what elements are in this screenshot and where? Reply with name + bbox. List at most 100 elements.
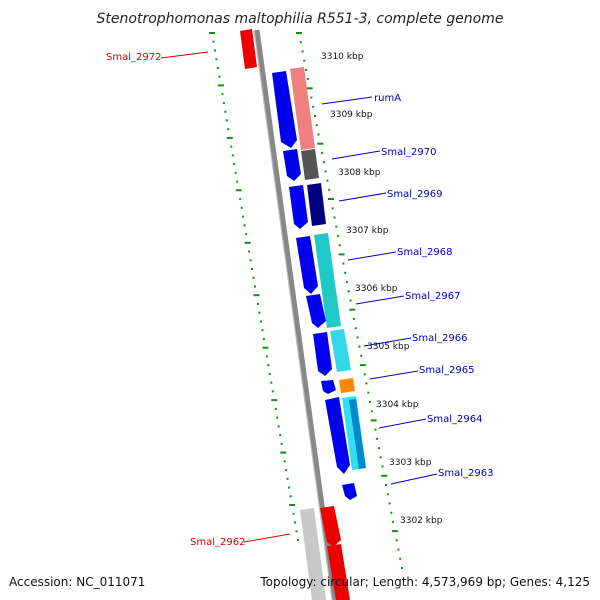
minor-tick-mark xyxy=(345,281,348,284)
minor-tick-mark xyxy=(305,68,308,71)
gene-label-smal-2964[interactable]: Smal_2964 xyxy=(427,414,482,425)
major-tick-mark xyxy=(359,364,366,367)
leader-smal-2964 xyxy=(378,418,427,429)
minor-tick-mark xyxy=(276,416,279,419)
minor-tick-mark xyxy=(344,271,347,274)
minor-tick-mark xyxy=(326,179,329,182)
minor-tick-mark xyxy=(271,390,274,393)
minor-tick-mark xyxy=(390,511,393,514)
scale-dots-left xyxy=(209,32,299,541)
minor-tick-mark xyxy=(227,128,230,131)
gene-feature-smal-2963[interactable] xyxy=(349,399,366,469)
gene-feature-smal-2970[interactable] xyxy=(301,149,319,180)
minor-tick-mark xyxy=(337,234,340,237)
minor-tick-mark xyxy=(379,456,382,459)
gene-feature-smal-2962-rev[interactable] xyxy=(300,508,326,600)
gene-label-smal-2969[interactable]: Smal_2969 xyxy=(387,189,442,200)
gene-feature-smal-2968[interactable] xyxy=(314,233,341,328)
gene-label-smal-2962[interactable]: Smal_2962 xyxy=(190,537,245,548)
major-tick-mark xyxy=(235,189,242,192)
gene-feature-rumA[interactable] xyxy=(290,67,315,150)
minor-tick-mark xyxy=(312,105,315,108)
minor-tick-mark xyxy=(274,407,277,410)
gene-label-smal-2967[interactable]: Smal_2967 xyxy=(405,291,460,302)
gene-feature-smal-2965[interactable] xyxy=(339,378,355,393)
tick-label-3306: 3306 kbp xyxy=(355,284,398,294)
leader-smal-2972 xyxy=(160,51,209,59)
minor-tick-mark xyxy=(363,373,366,376)
minor-tick-mark xyxy=(230,145,233,148)
minor-tick-mark xyxy=(303,59,306,62)
major-tick-mark xyxy=(271,399,278,402)
minor-tick-mark xyxy=(377,447,380,450)
minor-tick-mark xyxy=(221,93,224,96)
gene-feature-smal-2966-forward[interactable] xyxy=(313,332,332,376)
gene-feature-smal-2972[interactable] xyxy=(240,29,257,69)
tick-label-3303: 3303 kbp xyxy=(389,458,432,468)
major-tick-mark xyxy=(391,530,398,533)
minor-tick-mark xyxy=(358,345,361,348)
minor-tick-mark xyxy=(245,233,248,236)
minor-tick-mark xyxy=(259,320,262,323)
gene-feature-smal-2962[interactable] xyxy=(320,506,341,547)
minor-tick-mark xyxy=(347,290,350,293)
minor-tick-mark xyxy=(215,58,218,61)
minor-tick-mark xyxy=(270,381,273,384)
genome-summary-text: Topology: circular; Length: 4,573,969 bp… xyxy=(259,575,590,589)
minor-tick-mark xyxy=(335,225,338,228)
minor-tick-mark xyxy=(342,262,345,265)
gene-label-rumA[interactable]: rumA xyxy=(374,93,401,104)
label-leader-lines xyxy=(160,51,438,543)
minor-tick-mark xyxy=(356,336,359,339)
gene-label-smal-2965[interactable]: Smal_2965 xyxy=(419,365,474,376)
minor-tick-mark xyxy=(283,460,286,463)
gene-feature-smal-2965-forward[interactable] xyxy=(321,380,336,394)
leader-smal-2970 xyxy=(331,150,381,160)
gene-labels: Smal_2972 rumA Smal_2970 Smal_2969 Smal_… xyxy=(106,52,493,548)
gene-feature-smal-2969-forward[interactable] xyxy=(289,185,308,229)
minor-tick-mark xyxy=(374,428,377,431)
gene-feature-smal-2966[interactable] xyxy=(330,329,351,372)
minor-tick-mark xyxy=(239,198,242,201)
minor-tick-mark xyxy=(214,49,216,52)
minor-tick-mark xyxy=(397,548,400,551)
major-tick-mark xyxy=(370,419,377,422)
minor-tick-mark xyxy=(251,268,253,270)
gene-feature-smal-2963-forward[interactable] xyxy=(342,483,357,500)
major-tick-mark xyxy=(217,84,224,87)
minor-tick-mark xyxy=(385,484,387,486)
major-tick-mark xyxy=(328,198,334,200)
gene-feature-smal-2970-forward[interactable] xyxy=(283,149,301,181)
gene-feature-smal-2969[interactable] xyxy=(307,183,326,226)
tick-label-3305: 3305 kbp xyxy=(367,342,410,352)
gene-feature-smal-2964-forward[interactable] xyxy=(325,397,350,474)
major-tick-mark xyxy=(317,142,324,145)
gene-label-smal-2963[interactable]: Smal_2963 xyxy=(438,468,493,479)
minor-tick-mark xyxy=(234,171,237,174)
minor-tick-mark xyxy=(297,539,299,541)
gene-label-smal-2972[interactable]: Smal_2972 xyxy=(106,52,161,63)
tick-label-3304: 3304 kbp xyxy=(376,400,419,410)
gene-label-smal-2966[interactable]: Smal_2966 xyxy=(412,333,467,344)
tick-label-3310: 3310 kbp xyxy=(321,52,364,62)
gene-label-smal-2970[interactable]: Smal_2970 xyxy=(381,147,436,158)
minor-tick-mark xyxy=(268,372,271,375)
leader-smal-2966 xyxy=(363,337,412,347)
minor-tick-mark xyxy=(261,329,264,332)
gene-feature-smal-2968-forward-a[interactable] xyxy=(296,236,318,294)
minor-tick-mark xyxy=(353,317,356,320)
minor-tick-mark xyxy=(231,154,234,157)
minor-tick-mark xyxy=(254,285,256,288)
tick-label-3302: 3302 kbp xyxy=(400,516,443,526)
gene-feature-rumA-forward[interactable] xyxy=(272,71,297,148)
gene-feature-smal-2962-b[interactable] xyxy=(327,544,350,600)
gene-label-smal-2968[interactable]: Smal_2968 xyxy=(397,247,452,258)
minor-tick-mark xyxy=(225,119,228,122)
minor-tick-mark xyxy=(324,170,327,173)
major-tick-mark xyxy=(306,87,313,90)
major-tick-mark xyxy=(209,32,215,34)
minor-tick-mark xyxy=(317,133,320,136)
leader-smal-2968 xyxy=(347,251,397,261)
gene-feature-smal-2967-forward[interactable] xyxy=(306,294,326,328)
